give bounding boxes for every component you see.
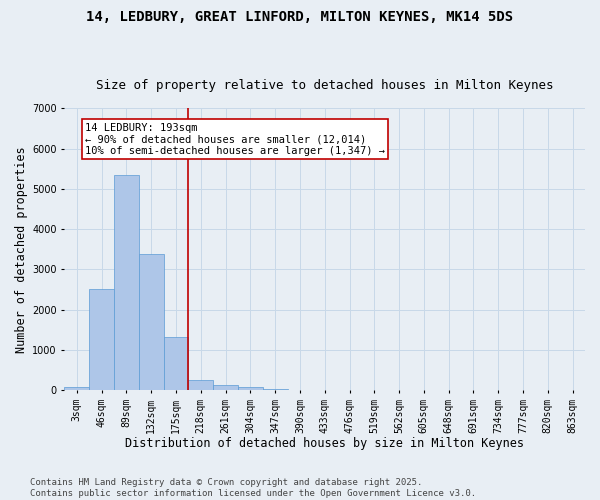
Bar (238, 387, 263, 390)
Text: Contains HM Land Registry data © Crown copyright and database right 2025.
Contai: Contains HM Land Registry data © Crown c… (30, 478, 476, 498)
Bar (64, 387, 89, 390)
Text: 14 LEDBURY: 193sqm
← 90% of detached houses are smaller (12,014)
10% of semi-det: 14 LEDBURY: 193sqm ← 90% of detached hou… (85, 122, 385, 156)
Y-axis label: Number of detached properties: Number of detached properties (15, 146, 28, 352)
Bar (164, 338, 188, 390)
X-axis label: Distribution of detached houses by size in Milton Keynes: Distribution of detached houses by size … (125, 437, 524, 450)
Text: 14, LEDBURY, GREAT LINFORD, MILTON KEYNES, MK14 5DS: 14, LEDBURY, GREAT LINFORD, MILTON KEYNE… (86, 10, 514, 24)
Bar (114, 175, 139, 390)
Bar (213, 385, 238, 390)
Title: Size of property relative to detached houses in Milton Keynes: Size of property relative to detached ho… (96, 79, 553, 92)
Bar (89, 290, 114, 390)
Bar (263, 389, 287, 390)
Bar (139, 254, 164, 390)
Bar (188, 380, 213, 390)
